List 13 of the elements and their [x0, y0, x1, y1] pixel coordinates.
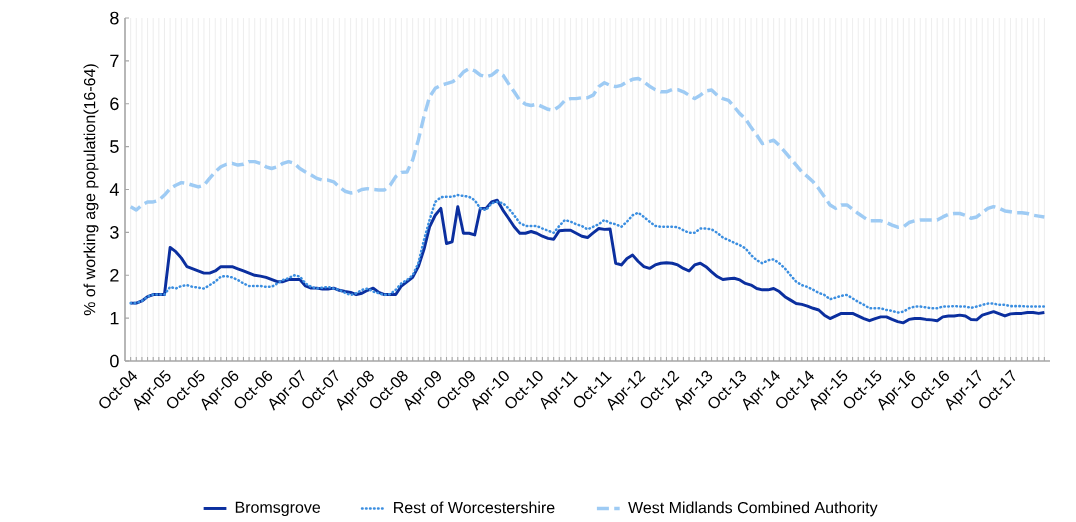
y-axis-title: % of working age population(16-64) [83, 64, 99, 316]
y-tick-label: 8 [110, 11, 119, 25]
y-tick-label: 3 [110, 226, 119, 239]
y-tick-label: 6 [110, 97, 119, 111]
legend-label: Bromsgrove [235, 501, 321, 517]
y-tick-label: 4 [109, 183, 119, 196]
y-tick-label: 1 [110, 311, 119, 325]
y-tick-label: 2 [110, 268, 119, 282]
legend-label: Rest of Worcestershire [394, 501, 555, 514]
y-tick-label: 0 [110, 354, 119, 368]
legend-label: West Midlands Combined Authority [628, 501, 878, 517]
y-tick-label: 5 [110, 140, 119, 153]
y-tick-label: 7 [110, 54, 119, 68]
